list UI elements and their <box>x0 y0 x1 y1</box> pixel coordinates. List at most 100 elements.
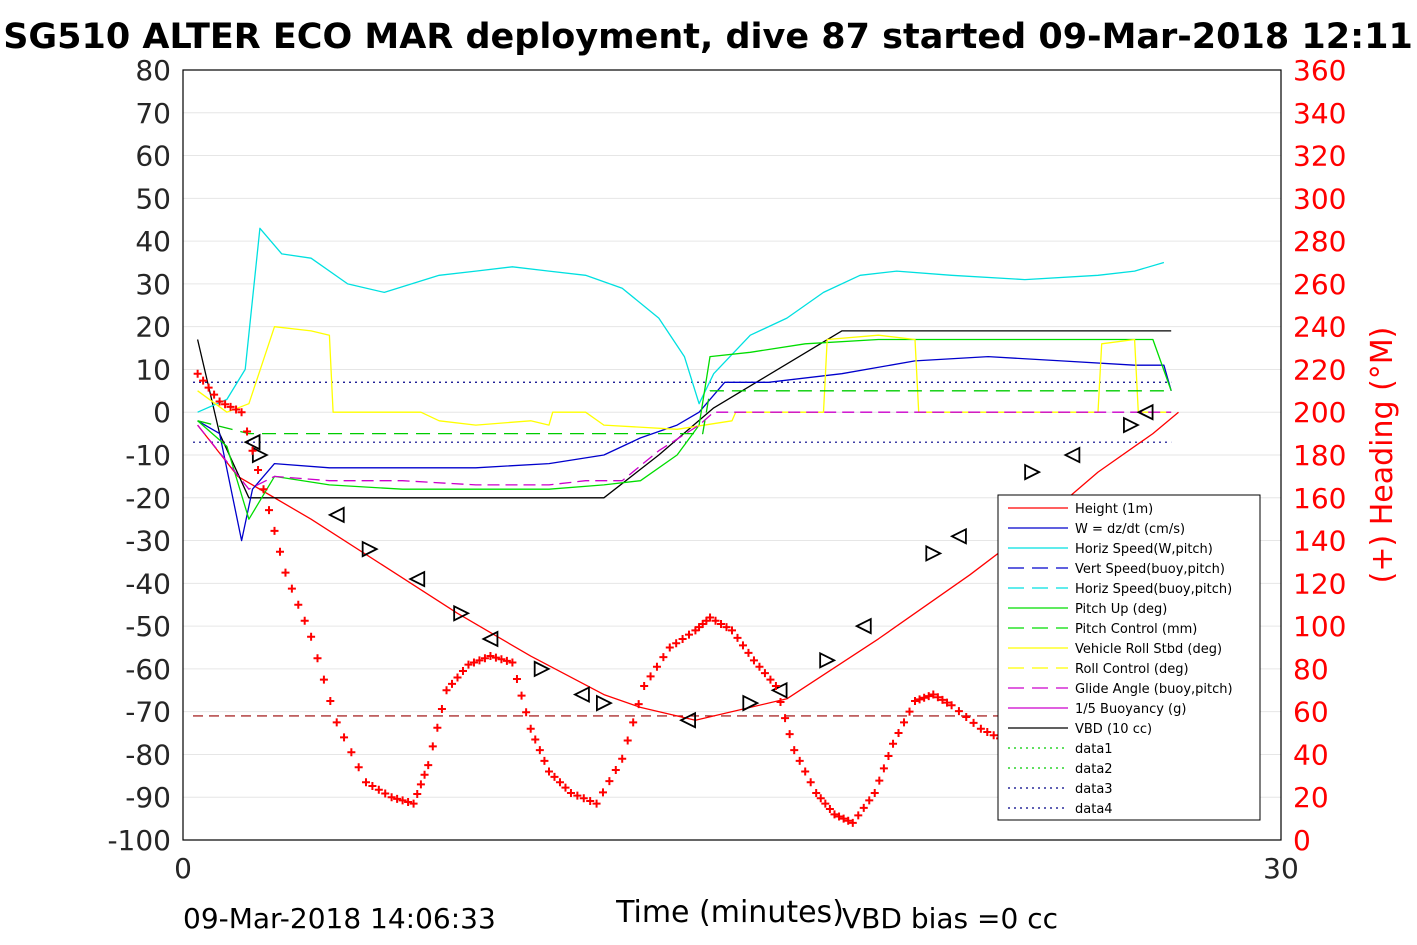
heading-point <box>915 695 924 704</box>
heading-point <box>711 616 720 625</box>
triangle-marker <box>327 506 345 524</box>
heading-point <box>362 778 370 787</box>
heading-point <box>535 746 544 755</box>
heading-point <box>646 672 655 681</box>
triangle-marker <box>596 694 613 712</box>
heading-point <box>522 708 531 717</box>
left-tick-label: -90 <box>125 781 171 814</box>
heading-point <box>790 746 799 755</box>
heading-point <box>381 789 390 798</box>
heading-point <box>889 739 898 748</box>
triangle-markers <box>243 403 1154 729</box>
heading-point <box>839 814 848 823</box>
triangle-marker <box>481 630 499 648</box>
heading-point <box>830 810 839 819</box>
heading-point <box>825 804 834 813</box>
heading-point <box>232 405 241 414</box>
legend-entry: data2 <box>1075 762 1113 777</box>
left-tick-label: 20 <box>135 311 171 344</box>
left-tick-label: -80 <box>125 738 171 771</box>
triangle-marker <box>925 544 943 562</box>
heading-point <box>319 675 328 684</box>
heading-point <box>281 568 290 577</box>
right-tick-label: 0 <box>1293 824 1311 857</box>
series-vbd <box>196 330 1172 499</box>
left-tick-label: 0 <box>153 396 171 429</box>
heading-point <box>728 626 736 635</box>
heading-point <box>781 714 790 723</box>
heading-point <box>640 682 649 690</box>
heading-point <box>340 733 349 742</box>
heading-point <box>859 803 868 812</box>
legend-entry: Roll Control (deg) <box>1075 662 1189 677</box>
left-axis-ticks: 80 70 60 50 40 30 20 10 0 -10 -20 -30 -40 -50 -60 -70 -8… <box>107 54 171 857</box>
heading-point <box>287 584 296 593</box>
heading-point <box>204 383 213 392</box>
right-tick-label: 200 <box>1293 396 1346 429</box>
legend-entry: Height (1m) <box>1075 502 1153 517</box>
heading-point <box>508 658 517 667</box>
heading-point <box>879 764 888 773</box>
heading-point <box>420 770 429 779</box>
heading-point <box>905 707 914 716</box>
triangle-marker <box>453 604 471 622</box>
heading-point <box>307 632 316 641</box>
legend-entry: Vert Speed(buoy,pitch) <box>1075 562 1225 577</box>
heading-point <box>387 793 396 802</box>
heading-point <box>332 718 341 727</box>
x-axis-ticks: 0 30 <box>174 852 1299 885</box>
legend-entry: Vehicle Roll Stbd (deg) <box>1075 642 1222 657</box>
triangle-marker <box>1123 416 1140 434</box>
heading-point <box>300 616 309 625</box>
heading-point <box>512 675 521 684</box>
right-tick-label: 260 <box>1293 268 1346 301</box>
heading-point <box>491 653 500 662</box>
heading-point <box>821 799 830 808</box>
right-tick-label: 220 <box>1293 353 1346 386</box>
right-tick-label: 20 <box>1293 781 1329 814</box>
heading-point <box>738 641 747 650</box>
heading-point <box>579 794 588 803</box>
heading-point <box>294 600 303 609</box>
heading-point <box>413 790 422 799</box>
heading-point <box>684 630 693 639</box>
heading-point <box>954 707 963 716</box>
heading-point <box>924 692 933 701</box>
heading-point <box>199 376 208 385</box>
heading-point <box>545 767 553 776</box>
heading-point <box>920 693 929 702</box>
triangle-marker <box>408 570 426 588</box>
heading-point <box>766 675 775 684</box>
heading-point <box>706 613 715 622</box>
series-horiz <box>197 227 1165 413</box>
heading-point <box>561 783 570 792</box>
heading-point <box>566 788 575 797</box>
x-tick-label: 30 <box>1263 852 1299 885</box>
left-tick-label: -20 <box>125 482 171 515</box>
heading-point <box>480 654 489 663</box>
heading-point <box>652 662 661 671</box>
heading-point <box>526 724 535 733</box>
legend-entry: Glide Angle (buoy,pitch) <box>1075 682 1233 697</box>
legend-entry: data3 <box>1075 782 1113 797</box>
left-tick-label: 10 <box>135 353 171 386</box>
series-w <box>197 355 1172 542</box>
left-tick-label: 70 <box>135 97 171 130</box>
left-tick-label: 40 <box>135 225 171 258</box>
heading-point <box>254 465 263 474</box>
heading-point <box>497 655 506 664</box>
heading-point <box>428 742 437 751</box>
legend-box <box>997 494 1261 821</box>
heading-point <box>785 730 794 739</box>
heading-point <box>354 763 363 772</box>
heading-point <box>270 526 279 535</box>
right-tick-label: 180 <box>1293 439 1346 472</box>
heading-point <box>816 794 825 803</box>
heading-point <box>437 704 446 713</box>
heading-point <box>983 727 992 736</box>
heading-point <box>875 776 884 785</box>
heading-point <box>442 686 451 695</box>
heading-point <box>393 794 402 803</box>
legend-entry: Horiz Speed(buoy,pitch) <box>1075 582 1232 597</box>
